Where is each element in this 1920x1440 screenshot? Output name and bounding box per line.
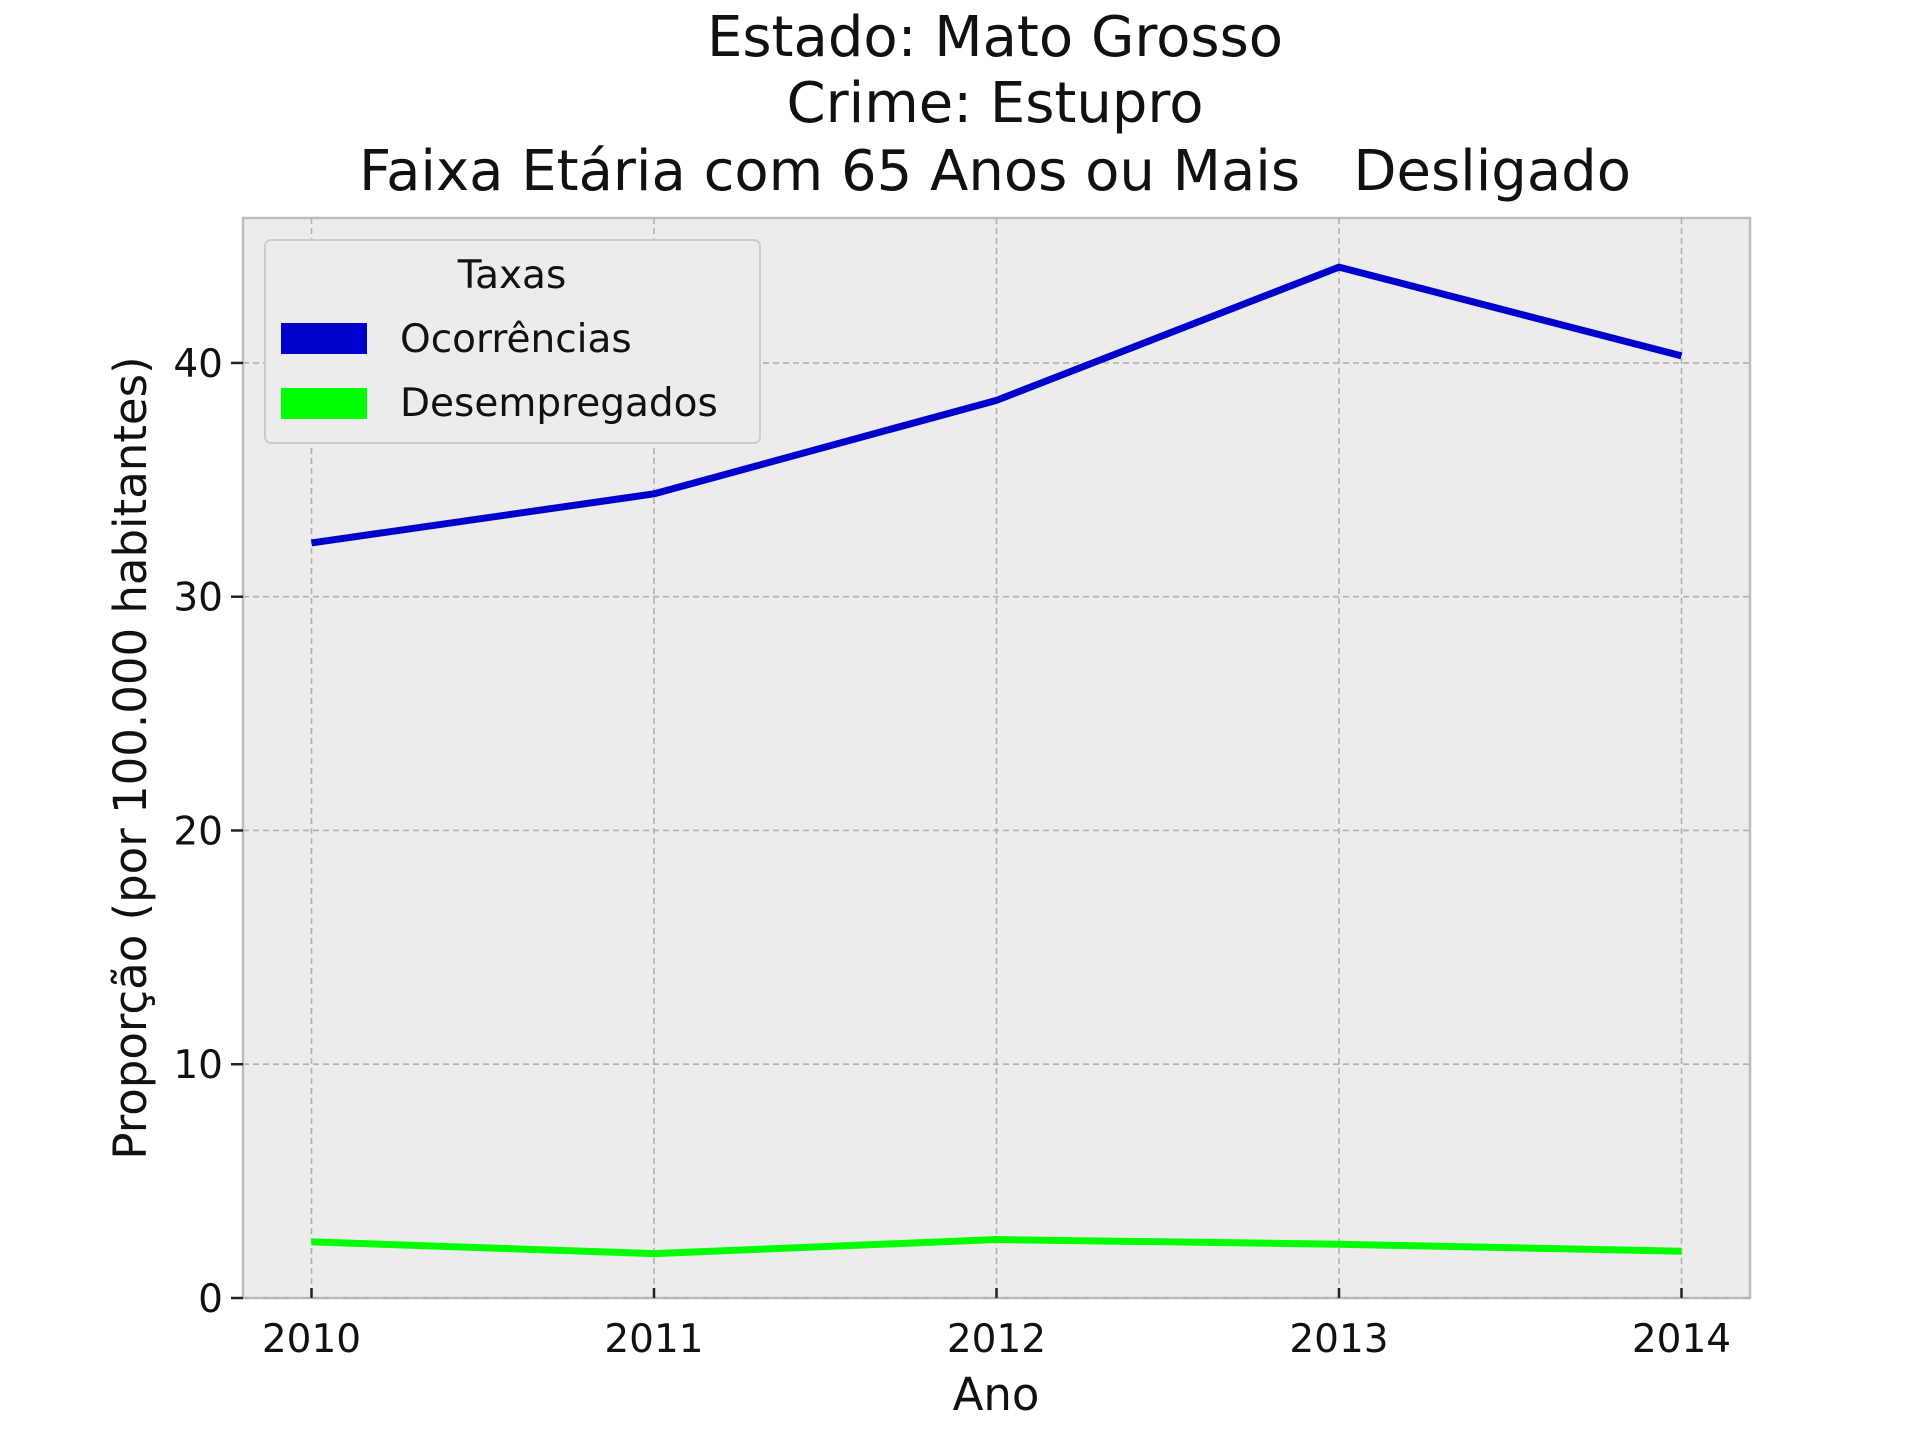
x-axis-label: Ano [953, 1368, 1040, 1421]
legend-box [264, 239, 761, 444]
x-tick-label: 2010 [262, 1317, 361, 1362]
x-tick-label: 2012 [947, 1317, 1046, 1362]
y-tick-label: 10 [173, 1043, 223, 1088]
chart-title: Estado: Mato Grosso Crime: Estupro Faixa… [359, 5, 1631, 204]
x-tick-label: 2013 [1289, 1317, 1388, 1362]
y-tick-label: 30 [173, 576, 223, 621]
title-line-3: Faixa Etária com 65 Anos ou Mais Desliga… [359, 139, 1631, 204]
title-line-1: Estado: Mato Grosso [707, 5, 1283, 70]
y-tick-label: 20 [173, 809, 223, 854]
axis-ticks: 2010 2011 2012 2013 2014 0 10 20 30 40 [173, 342, 1731, 1362]
x-tick-label: 2014 [1632, 1317, 1731, 1362]
y-axis-label: Proporção (por 100.000 habitantes) [104, 356, 157, 1159]
legend-swatch-desempregados [281, 388, 367, 419]
y-tick-label: 40 [173, 342, 223, 387]
legend-title: Taxas [457, 253, 567, 298]
series-layer [311, 263, 1683, 1258]
title-line-2: Crime: Estupro [787, 71, 1204, 136]
legend-label-desempregados: Desempregados [400, 381, 718, 426]
y-tick-label: 0 [198, 1277, 223, 1322]
legend-label-ocorrencias: Ocorrências [400, 317, 632, 362]
legend: Taxas Ocorrências Desempregados [264, 239, 761, 444]
legend-swatch-ocorrencias [281, 323, 367, 354]
x-tick-label: 2011 [604, 1317, 703, 1362]
